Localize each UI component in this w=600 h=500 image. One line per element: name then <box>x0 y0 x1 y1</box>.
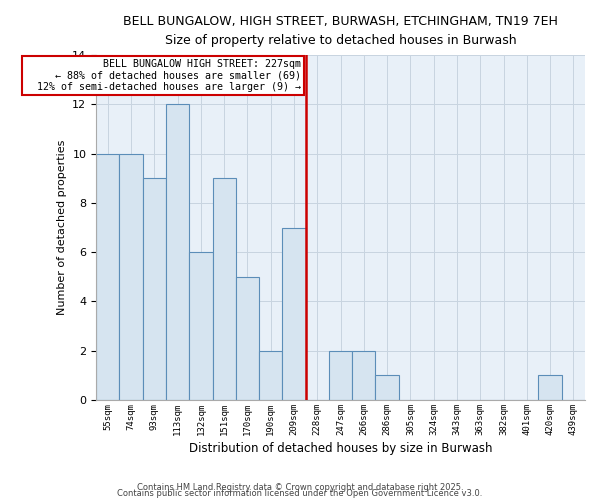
Bar <box>96 154 119 400</box>
Bar <box>376 376 399 400</box>
Bar <box>283 228 305 400</box>
Text: Contains HM Land Registry data © Crown copyright and database right 2025.: Contains HM Land Registry data © Crown c… <box>137 483 463 492</box>
Bar <box>329 351 352 400</box>
Bar <box>143 178 166 400</box>
Bar <box>212 178 236 400</box>
Bar <box>236 277 259 400</box>
Bar <box>538 376 562 400</box>
X-axis label: Distribution of detached houses by size in Burwash: Distribution of detached houses by size … <box>189 442 493 455</box>
Bar <box>166 104 189 400</box>
Text: BELL BUNGALOW HIGH STREET: 227sqm
  ← 88% of detached houses are smaller (69)
  : BELL BUNGALOW HIGH STREET: 227sqm ← 88% … <box>25 59 301 92</box>
Y-axis label: Number of detached properties: Number of detached properties <box>57 140 67 316</box>
Bar <box>352 351 376 400</box>
Bar <box>259 351 283 400</box>
Bar <box>189 252 212 400</box>
Bar <box>119 154 143 400</box>
Text: Contains public sector information licensed under the Open Government Licence v3: Contains public sector information licen… <box>118 490 482 498</box>
Title: BELL BUNGALOW, HIGH STREET, BURWASH, ETCHINGHAM, TN19 7EH
Size of property relat: BELL BUNGALOW, HIGH STREET, BURWASH, ETC… <box>123 15 558 47</box>
